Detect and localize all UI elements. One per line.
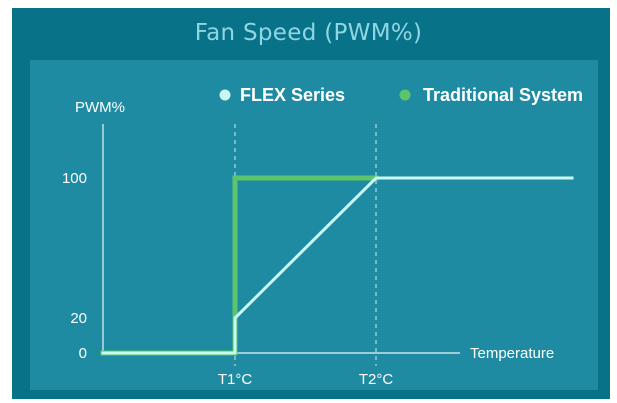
series-line-traditional-system [100,175,379,356]
chart-title: Fan Speed (PWM%) [194,20,423,46]
y-tick-label: 20 [70,310,87,327]
guide-lines [234,124,377,366]
x-axis-label: Temperature [470,345,554,362]
axis-labels: PWM% 100 20 0 T1°C T2°C Temperature [62,99,554,388]
legend-label-1: FLEX Series [240,85,345,105]
axes [102,124,460,354]
legend-label-2: Traditional System [423,85,583,105]
y-axis-label: PWM% [75,99,125,116]
legend-marker-1 [219,89,231,101]
x-tick-label: T1°C [218,371,253,388]
series-layer [100,175,574,356]
x-tick-label: T2°C [359,371,394,388]
legend-marker-2 [399,89,411,101]
y-tick-label: 0 [79,345,87,362]
chart-panel [30,60,598,390]
legend: FLEX Series Traditional System [219,85,583,105]
y-tick-label: 100 [62,170,87,187]
series-line-flex-series [101,176,574,355]
